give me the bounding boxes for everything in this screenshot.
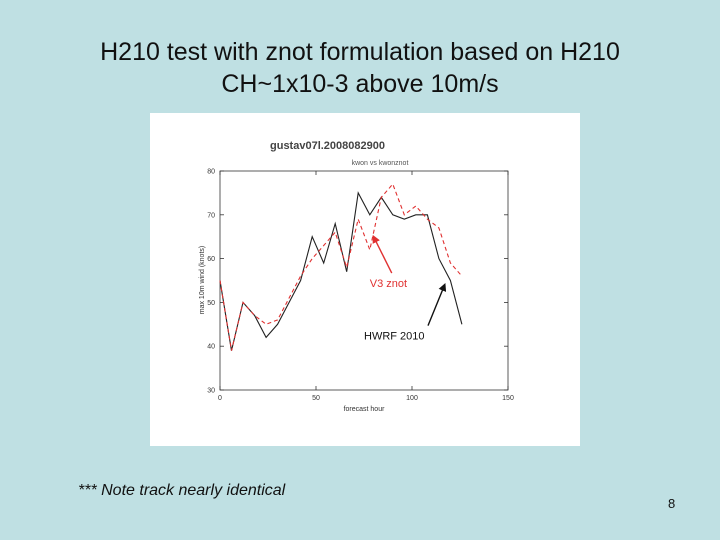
- y-tick-label: 30: [207, 388, 215, 395]
- axes: 0 50 100 150 30 40 50 60 70 80: [207, 169, 514, 403]
- x-tick-label: 150: [502, 395, 514, 402]
- x-tick-label: 0: [218, 395, 222, 402]
- chart-panel: gustav07l.2008082900 kwon vs kwonznot ma…: [150, 113, 580, 446]
- x-tick-label: 50: [312, 395, 320, 402]
- page-number: 8: [668, 496, 676, 511]
- annotation-arrow-hwrf-2010: [427, 283, 447, 326]
- line-chart: gustav07l.2008082900 kwon vs kwonznot ma…: [199, 140, 514, 413]
- x-axis-label: forecast hour: [344, 406, 386, 413]
- y-tick-label: 80: [207, 169, 215, 176]
- x-tick-label: 100: [406, 395, 418, 402]
- annotation-label-v3-znot: V3 znot: [370, 278, 407, 290]
- annotations: V3 znot HWRF 2010: [364, 234, 447, 343]
- slide-title-line-1: H210 test with znot formulation based on…: [100, 38, 620, 66]
- y-tick-label: 70: [207, 212, 215, 219]
- slide-title: H210 test with znot formulation based on…: [0, 36, 720, 100]
- y-axis-label: max 10m wind (knots): [199, 246, 206, 314]
- slide-title-line-2: CH~1x10-3 above 10m/s: [221, 70, 499, 98]
- chart-title: gustav07l.2008082900: [270, 140, 385, 152]
- series-line-v3-znot: [219, 183, 463, 351]
- annotation-label-hwrf-2010: HWRF 2010: [364, 331, 425, 343]
- y-tick-label: 40: [207, 344, 215, 351]
- note-text: *** Note track nearly identical: [78, 482, 286, 499]
- y-tick-label: 60: [207, 256, 215, 263]
- annotation-arrow-v3-znot: [372, 234, 393, 274]
- series-line-hwrf-2010: [219, 191, 463, 351]
- y-tick-label: 50: [207, 300, 215, 307]
- series-layer: [219, 183, 463, 351]
- chart-subtitle: kwon vs kwonznot: [352, 160, 409, 167]
